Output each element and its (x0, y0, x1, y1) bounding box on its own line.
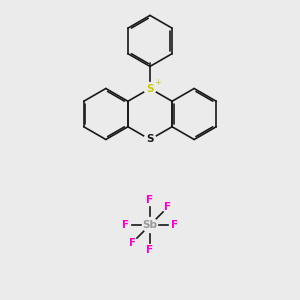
Circle shape (120, 220, 130, 230)
Circle shape (142, 218, 158, 232)
Circle shape (144, 82, 156, 94)
Circle shape (145, 195, 155, 206)
Text: F: F (164, 202, 171, 212)
Circle shape (169, 220, 180, 230)
Text: Sb: Sb (142, 220, 158, 230)
Text: F: F (122, 220, 129, 230)
Circle shape (144, 134, 156, 146)
Circle shape (145, 244, 155, 255)
Text: F: F (129, 238, 136, 248)
Text: S: S (146, 83, 154, 94)
Text: +: + (154, 78, 161, 87)
Circle shape (163, 202, 173, 212)
Text: S: S (146, 134, 154, 145)
Text: F: F (146, 244, 154, 255)
Text: F: F (171, 220, 178, 230)
Circle shape (127, 238, 137, 248)
Text: F: F (146, 195, 154, 206)
